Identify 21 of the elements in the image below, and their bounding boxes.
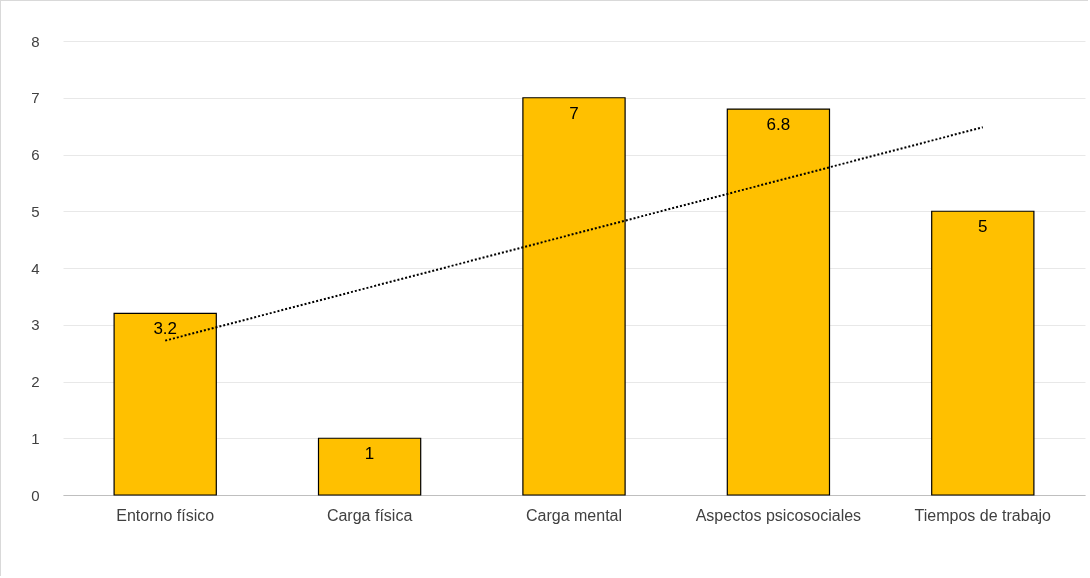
y-tick-label: 1 [31,429,40,447]
x-tick-label: Aspectos psicosociales [695,506,862,524]
data-label: 7 [569,103,579,123]
y-tick-label: 4 [31,259,40,277]
y-tick-label: 3 [31,316,40,334]
x-tick-label: Carga física [326,506,413,524]
data-label: 1 [364,444,375,464]
x-tick-label: Entorno físico [116,506,215,524]
y-tick-label: 2 [31,373,40,390]
y-tick-label: 5 [31,202,40,220]
data-label: 6.8 [766,115,791,135]
y-tick-label: 0 [31,486,40,504]
y-tick-label: 8 [31,32,40,50]
y-tick-label: 6 [31,146,40,163]
bar [931,210,1035,496]
bar [317,437,422,496]
data-label: 3.2 [153,319,178,339]
data-label: 5 [978,217,988,237]
x-tick-label: Tiempos de trabajo [914,506,1052,524]
y-tick-label: 7 [31,89,40,107]
x-tick-label: Carga mental [525,506,623,524]
